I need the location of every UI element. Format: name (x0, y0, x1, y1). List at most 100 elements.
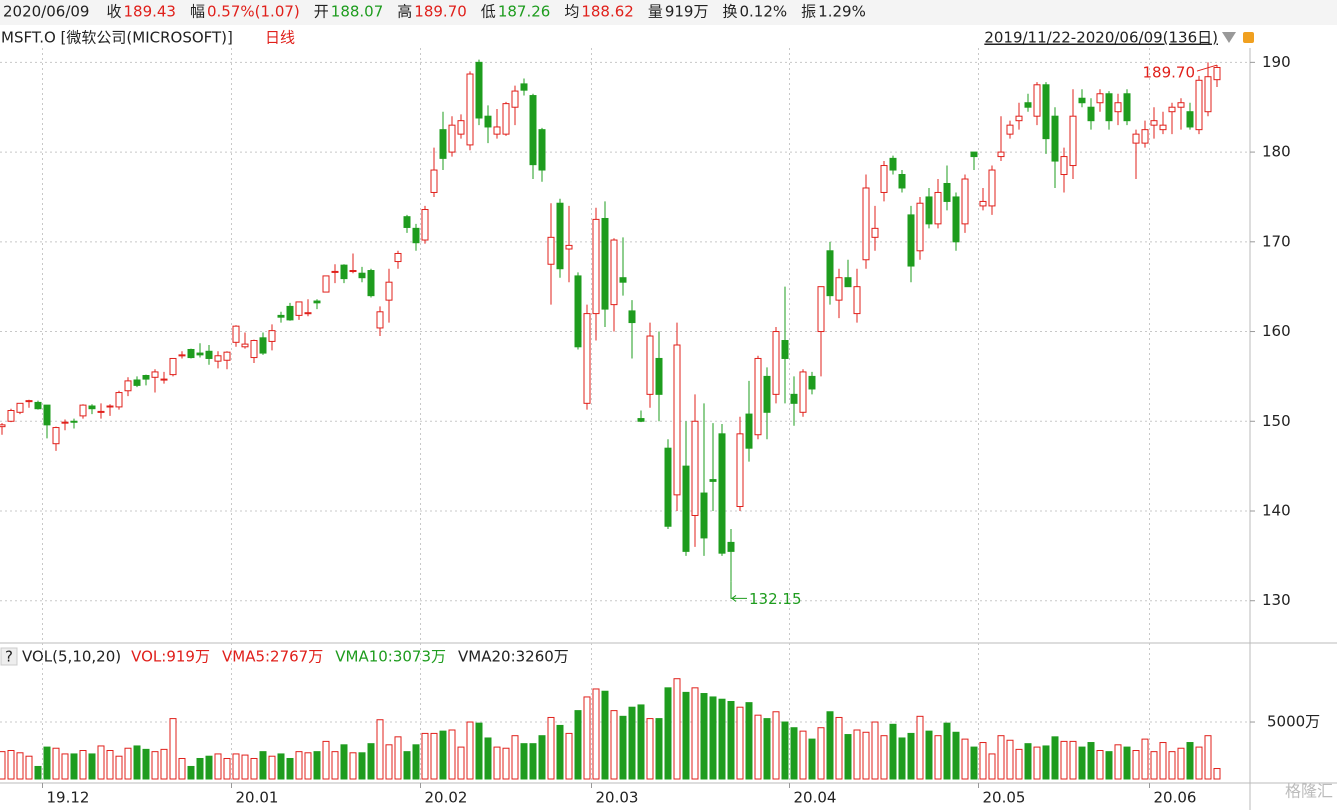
volume-bar (916, 715, 924, 780)
lock-icon[interactable] (1243, 32, 1254, 43)
candle-body (862, 187, 870, 261)
candle-body (619, 277, 627, 283)
y-tick-label: 160 (1262, 322, 1291, 340)
candle-body (1150, 120, 1158, 126)
volume-bar (691, 687, 699, 780)
candle-body (781, 340, 789, 359)
volume-bar (853, 729, 861, 780)
volume-bar (835, 716, 843, 780)
candle-body (601, 217, 609, 310)
candle-body (439, 129, 447, 159)
candle-body (952, 196, 960, 243)
volume-bar (340, 744, 348, 780)
volume-bar (376, 719, 384, 780)
candle-body (16, 402, 24, 413)
candle-body (817, 286, 825, 333)
candle-body (205, 350, 213, 359)
volume-bar (16, 752, 24, 780)
annotation-label: 132.15 (749, 590, 802, 608)
y-tick-label: 130 (1262, 591, 1291, 609)
header-label: 收 (106, 3, 121, 21)
candle-body (718, 433, 726, 554)
y-tick-label: 5000万 (1267, 713, 1320, 731)
volume-bar (1006, 739, 1014, 780)
candle-body (1141, 129, 1149, 144)
candle-body (1186, 111, 1194, 128)
volume-legend: VOL:919万 (131, 648, 210, 666)
candle-body (7, 410, 15, 422)
volume-bar (754, 714, 762, 780)
volume-bar (214, 753, 222, 780)
chart-period: 日线 (265, 29, 295, 47)
candle-body (754, 357, 762, 436)
y-tick-label: 140 (1262, 501, 1291, 519)
volume-bar (979, 742, 987, 780)
volume-bar (439, 730, 447, 780)
header-label: 换 (722, 3, 737, 21)
volume-bar (1096, 750, 1104, 780)
volume-bar (628, 706, 636, 780)
volume-bar (664, 687, 672, 780)
candle-body (1177, 102, 1185, 108)
candle-body (934, 191, 942, 225)
candle-body (169, 357, 177, 376)
candle-body (502, 103, 510, 135)
volume-bar (79, 750, 87, 780)
candle-body (907, 214, 915, 267)
candle-body (925, 196, 933, 225)
volume-bar (160, 748, 168, 780)
volume-bar (997, 735, 1005, 780)
volume-bar (151, 751, 159, 780)
header-value: 188.62 (581, 3, 634, 21)
dropdown-icon[interactable] (1222, 32, 1236, 43)
volume-bar (1087, 742, 1095, 780)
candle-body (448, 124, 456, 153)
volume-bar (1213, 768, 1221, 780)
candle-body (565, 244, 573, 250)
volume-bar (286, 757, 294, 780)
candle-body (538, 129, 546, 171)
candle-body (376, 311, 384, 329)
volume-bar (502, 747, 510, 780)
volume-bar (826, 711, 834, 780)
candle-body (115, 392, 123, 408)
candle-body (268, 330, 276, 342)
candle-body (277, 314, 285, 318)
volume-bar (718, 698, 726, 780)
y-tick-label: 190 (1262, 53, 1291, 71)
candle-body (493, 126, 501, 135)
volume-bar (934, 735, 942, 780)
help-box[interactable] (0, 647, 18, 666)
volume-bar (1078, 746, 1086, 780)
help-text[interactable]: ? (5, 648, 13, 666)
volume-bar (781, 721, 789, 780)
volume-bar (862, 731, 870, 780)
candle-body (196, 352, 204, 356)
volume-bar (1177, 747, 1185, 780)
candle-body (241, 343, 249, 348)
volume-bar (1150, 751, 1158, 780)
volume-bar (889, 723, 897, 780)
volume-bar (430, 732, 438, 780)
x-tick-label: 20.05 (983, 789, 1026, 807)
volume-bar (538, 735, 546, 780)
volume-bar (700, 693, 708, 780)
candle-body (997, 151, 1005, 158)
volume-bar (169, 718, 177, 780)
candle-body (1087, 106, 1095, 122)
volume-bar (304, 752, 312, 780)
volume-bar (97, 745, 105, 780)
volume-bar (1105, 751, 1113, 780)
candle-body (844, 277, 852, 288)
volume-bar (529, 743, 537, 780)
volume-bar (1123, 746, 1131, 780)
volume-bar (367, 743, 375, 780)
candle-body (1006, 124, 1014, 135)
date-range[interactable]: 2019/11/22-2020/06/09(136日) (984, 29, 1218, 47)
volume-bar (358, 752, 366, 780)
volume-bar (1042, 745, 1050, 780)
volume-bar (844, 734, 852, 780)
volume-bar (475, 722, 483, 780)
volume-bar (1141, 738, 1149, 780)
volume-bar (1159, 742, 1167, 780)
